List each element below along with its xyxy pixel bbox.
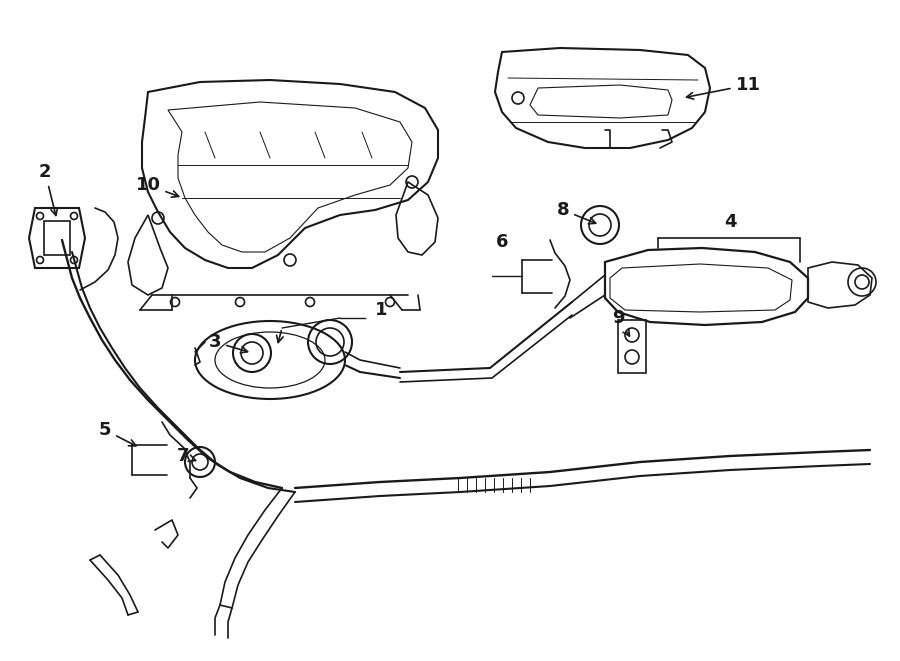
Text: 3: 3 xyxy=(209,333,248,353)
Text: 4: 4 xyxy=(724,213,736,231)
Text: 6: 6 xyxy=(496,233,508,251)
Text: 7: 7 xyxy=(176,447,195,465)
Text: 1: 1 xyxy=(375,301,388,319)
Text: 2: 2 xyxy=(39,163,58,215)
Text: 11: 11 xyxy=(687,76,760,99)
Text: 5: 5 xyxy=(99,421,136,446)
Text: 9: 9 xyxy=(612,309,629,336)
Text: 8: 8 xyxy=(557,201,596,224)
Text: 10: 10 xyxy=(136,176,178,197)
